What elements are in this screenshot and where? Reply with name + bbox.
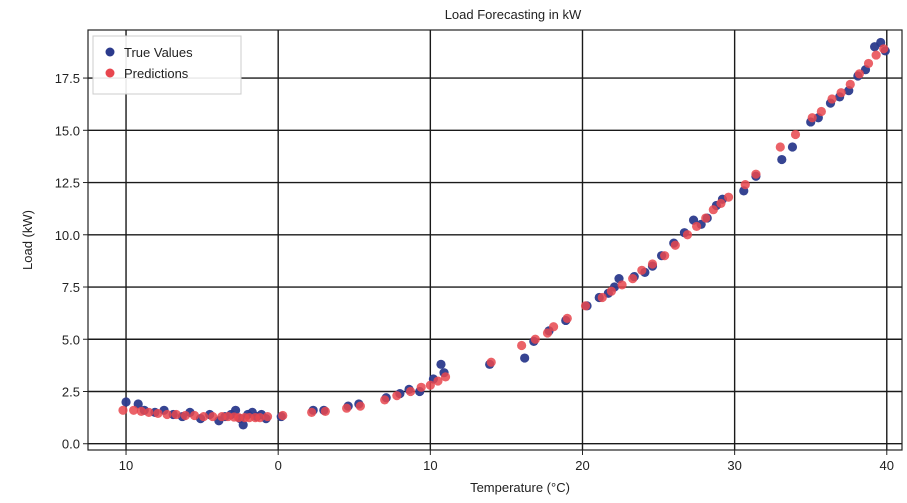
y-tick-label: 0.0 xyxy=(62,437,80,452)
y-axis-label: Load (kW) xyxy=(20,210,35,270)
prediction-point xyxy=(136,406,146,416)
prediction-point xyxy=(617,280,627,290)
prediction-point xyxy=(517,340,527,351)
x-tick-label: 10 xyxy=(119,458,133,473)
prediction-point xyxy=(208,411,218,422)
prediction-point xyxy=(562,313,572,323)
prediction-point xyxy=(144,407,154,417)
prediction-point xyxy=(180,410,190,421)
legend-label-predictions: Predictions xyxy=(124,66,189,81)
y-tick-label: 17.5 xyxy=(55,71,80,86)
prediction-point xyxy=(660,251,670,261)
prediction-point xyxy=(262,411,273,422)
prediction-point xyxy=(153,408,163,419)
prediction-point xyxy=(723,192,734,202)
prediction-point xyxy=(129,405,139,415)
prediction-point xyxy=(836,88,846,98)
x-tick-label: 20 xyxy=(575,458,589,473)
prediction-point xyxy=(751,169,761,179)
y-tick-label: 2.5 xyxy=(62,384,80,399)
x-tick-labels: 10 0 10 20 30 40 xyxy=(119,450,894,473)
prediction-point xyxy=(189,410,200,421)
legend-box xyxy=(92,35,242,95)
prediction-point xyxy=(530,334,540,344)
prediction-point xyxy=(628,274,638,284)
legend: True Values Predictions xyxy=(92,35,242,95)
prediction-point xyxy=(637,265,647,275)
prediction-point xyxy=(118,405,128,415)
plot-frame xyxy=(87,29,903,451)
prediction-point xyxy=(871,50,881,60)
prediction-point xyxy=(790,129,801,140)
prediction-point xyxy=(701,213,711,223)
x-tick-label: 30 xyxy=(727,458,741,473)
prediction-point xyxy=(863,58,874,69)
prediction-point xyxy=(740,180,750,190)
x-tick-label: 0 xyxy=(275,458,282,473)
prediction-point xyxy=(425,380,435,390)
prediction-point xyxy=(380,395,390,405)
true-value-point xyxy=(238,420,248,430)
y-tick-label: 5.0 xyxy=(62,332,80,347)
prediction-point xyxy=(416,382,426,392)
legend-marker-predictions xyxy=(105,68,115,78)
grid-layer xyxy=(88,30,902,450)
prediction-point xyxy=(162,409,172,420)
prediction-point xyxy=(405,386,416,397)
prediction-point xyxy=(542,328,553,338)
prediction-point xyxy=(320,406,330,416)
prediction-point xyxy=(682,230,693,240)
prediction-point xyxy=(845,79,855,89)
prediction-point xyxy=(486,357,496,367)
y-tick-label: 10.0 xyxy=(55,228,80,243)
prediction-point xyxy=(548,322,559,332)
y-tick-labels: 0.0 2.5 5.0 7.5 10.0 12.5 15.0 17.5 xyxy=(55,71,88,452)
prediction-point xyxy=(433,376,443,386)
true-value-point xyxy=(121,397,131,407)
true-value-point xyxy=(787,142,798,152)
x-axis-label: Temperature (°C) xyxy=(470,480,570,495)
prediction-point xyxy=(775,142,785,152)
prediction-point xyxy=(647,259,658,269)
y-tick-label: 7.5 xyxy=(62,280,80,295)
legend-label-true-values: True Values xyxy=(124,45,193,60)
prediction-point xyxy=(255,413,265,423)
prediction-point xyxy=(670,240,680,250)
y-tick-label: 12.5 xyxy=(55,176,80,191)
x-tick-label: 10 xyxy=(423,458,437,473)
prediction-point xyxy=(716,198,726,209)
points-layer xyxy=(118,37,890,430)
prediction-point xyxy=(440,372,451,382)
legend-marker-true-values xyxy=(105,47,115,57)
prediction-point xyxy=(827,94,837,104)
prediction-point xyxy=(199,411,209,422)
prediction-point xyxy=(807,113,817,123)
chart-title: Load Forecasting in kW xyxy=(445,7,582,22)
prediction-point xyxy=(597,292,607,303)
true-value-point xyxy=(520,353,530,363)
true-value-point xyxy=(777,154,787,165)
true-value-point xyxy=(436,359,446,369)
prediction-point xyxy=(355,401,365,411)
prediction-point xyxy=(606,286,616,296)
y-tick-label: 15.0 xyxy=(55,123,80,138)
prediction-point xyxy=(879,44,889,54)
prediction-point xyxy=(342,403,352,413)
prediction-point xyxy=(816,106,826,117)
prediction-point xyxy=(278,410,288,421)
x-tick-label: 40 xyxy=(880,458,894,473)
prediction-point xyxy=(392,391,402,401)
prediction-point xyxy=(691,221,702,232)
prediction-point xyxy=(580,301,591,311)
prediction-point xyxy=(307,407,317,417)
prediction-point xyxy=(854,69,864,79)
prediction-point xyxy=(171,409,181,420)
prediction-point xyxy=(708,205,718,215)
